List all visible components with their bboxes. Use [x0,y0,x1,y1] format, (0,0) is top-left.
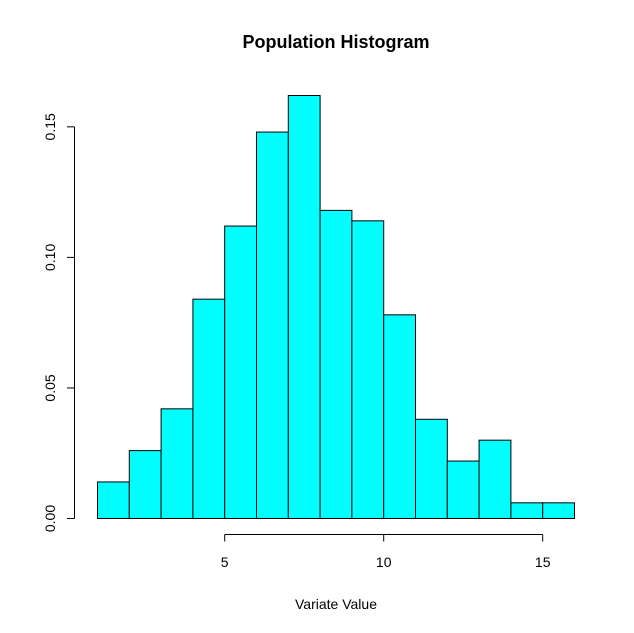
x-tick-label: 15 [535,554,551,570]
histogram-bar [415,418,448,519]
bars-group [97,95,576,520]
histogram-bar [542,502,576,520]
histogram-bar [192,298,226,519]
chart-title: Population Histogram [242,32,429,52]
histogram-bar [97,481,130,520]
histogram-bar [351,220,385,519]
histogram-bar [446,460,480,519]
histogram-bar [256,131,289,520]
x-axis-label: Variate Value [295,596,377,612]
y-tick-label: 0.00 [42,505,58,532]
histogram-bar [319,209,353,519]
y-ticks: 0.00 0.05 0.10 0.15 [42,113,75,532]
histogram-bar [128,450,162,519]
y-tick-label: 0.05 [42,374,58,401]
x-ticks: 5 10 15 [221,534,551,570]
histogram-bar [287,95,321,519]
x-tick-label: 5 [221,554,229,570]
histogram-bar [478,439,512,519]
x-axis: 5 10 15 [221,534,551,570]
y-tick-label: 0.15 [42,113,58,140]
histogram-bar [510,502,544,520]
y-tick-label: 0.10 [42,244,58,271]
y-axis: 0.00 0.05 0.10 0.15 [42,113,75,532]
x-tick-label: 10 [376,554,392,570]
histogram-bar [224,225,257,520]
histogram-bar [160,408,194,520]
histogram-bar [383,314,417,520]
